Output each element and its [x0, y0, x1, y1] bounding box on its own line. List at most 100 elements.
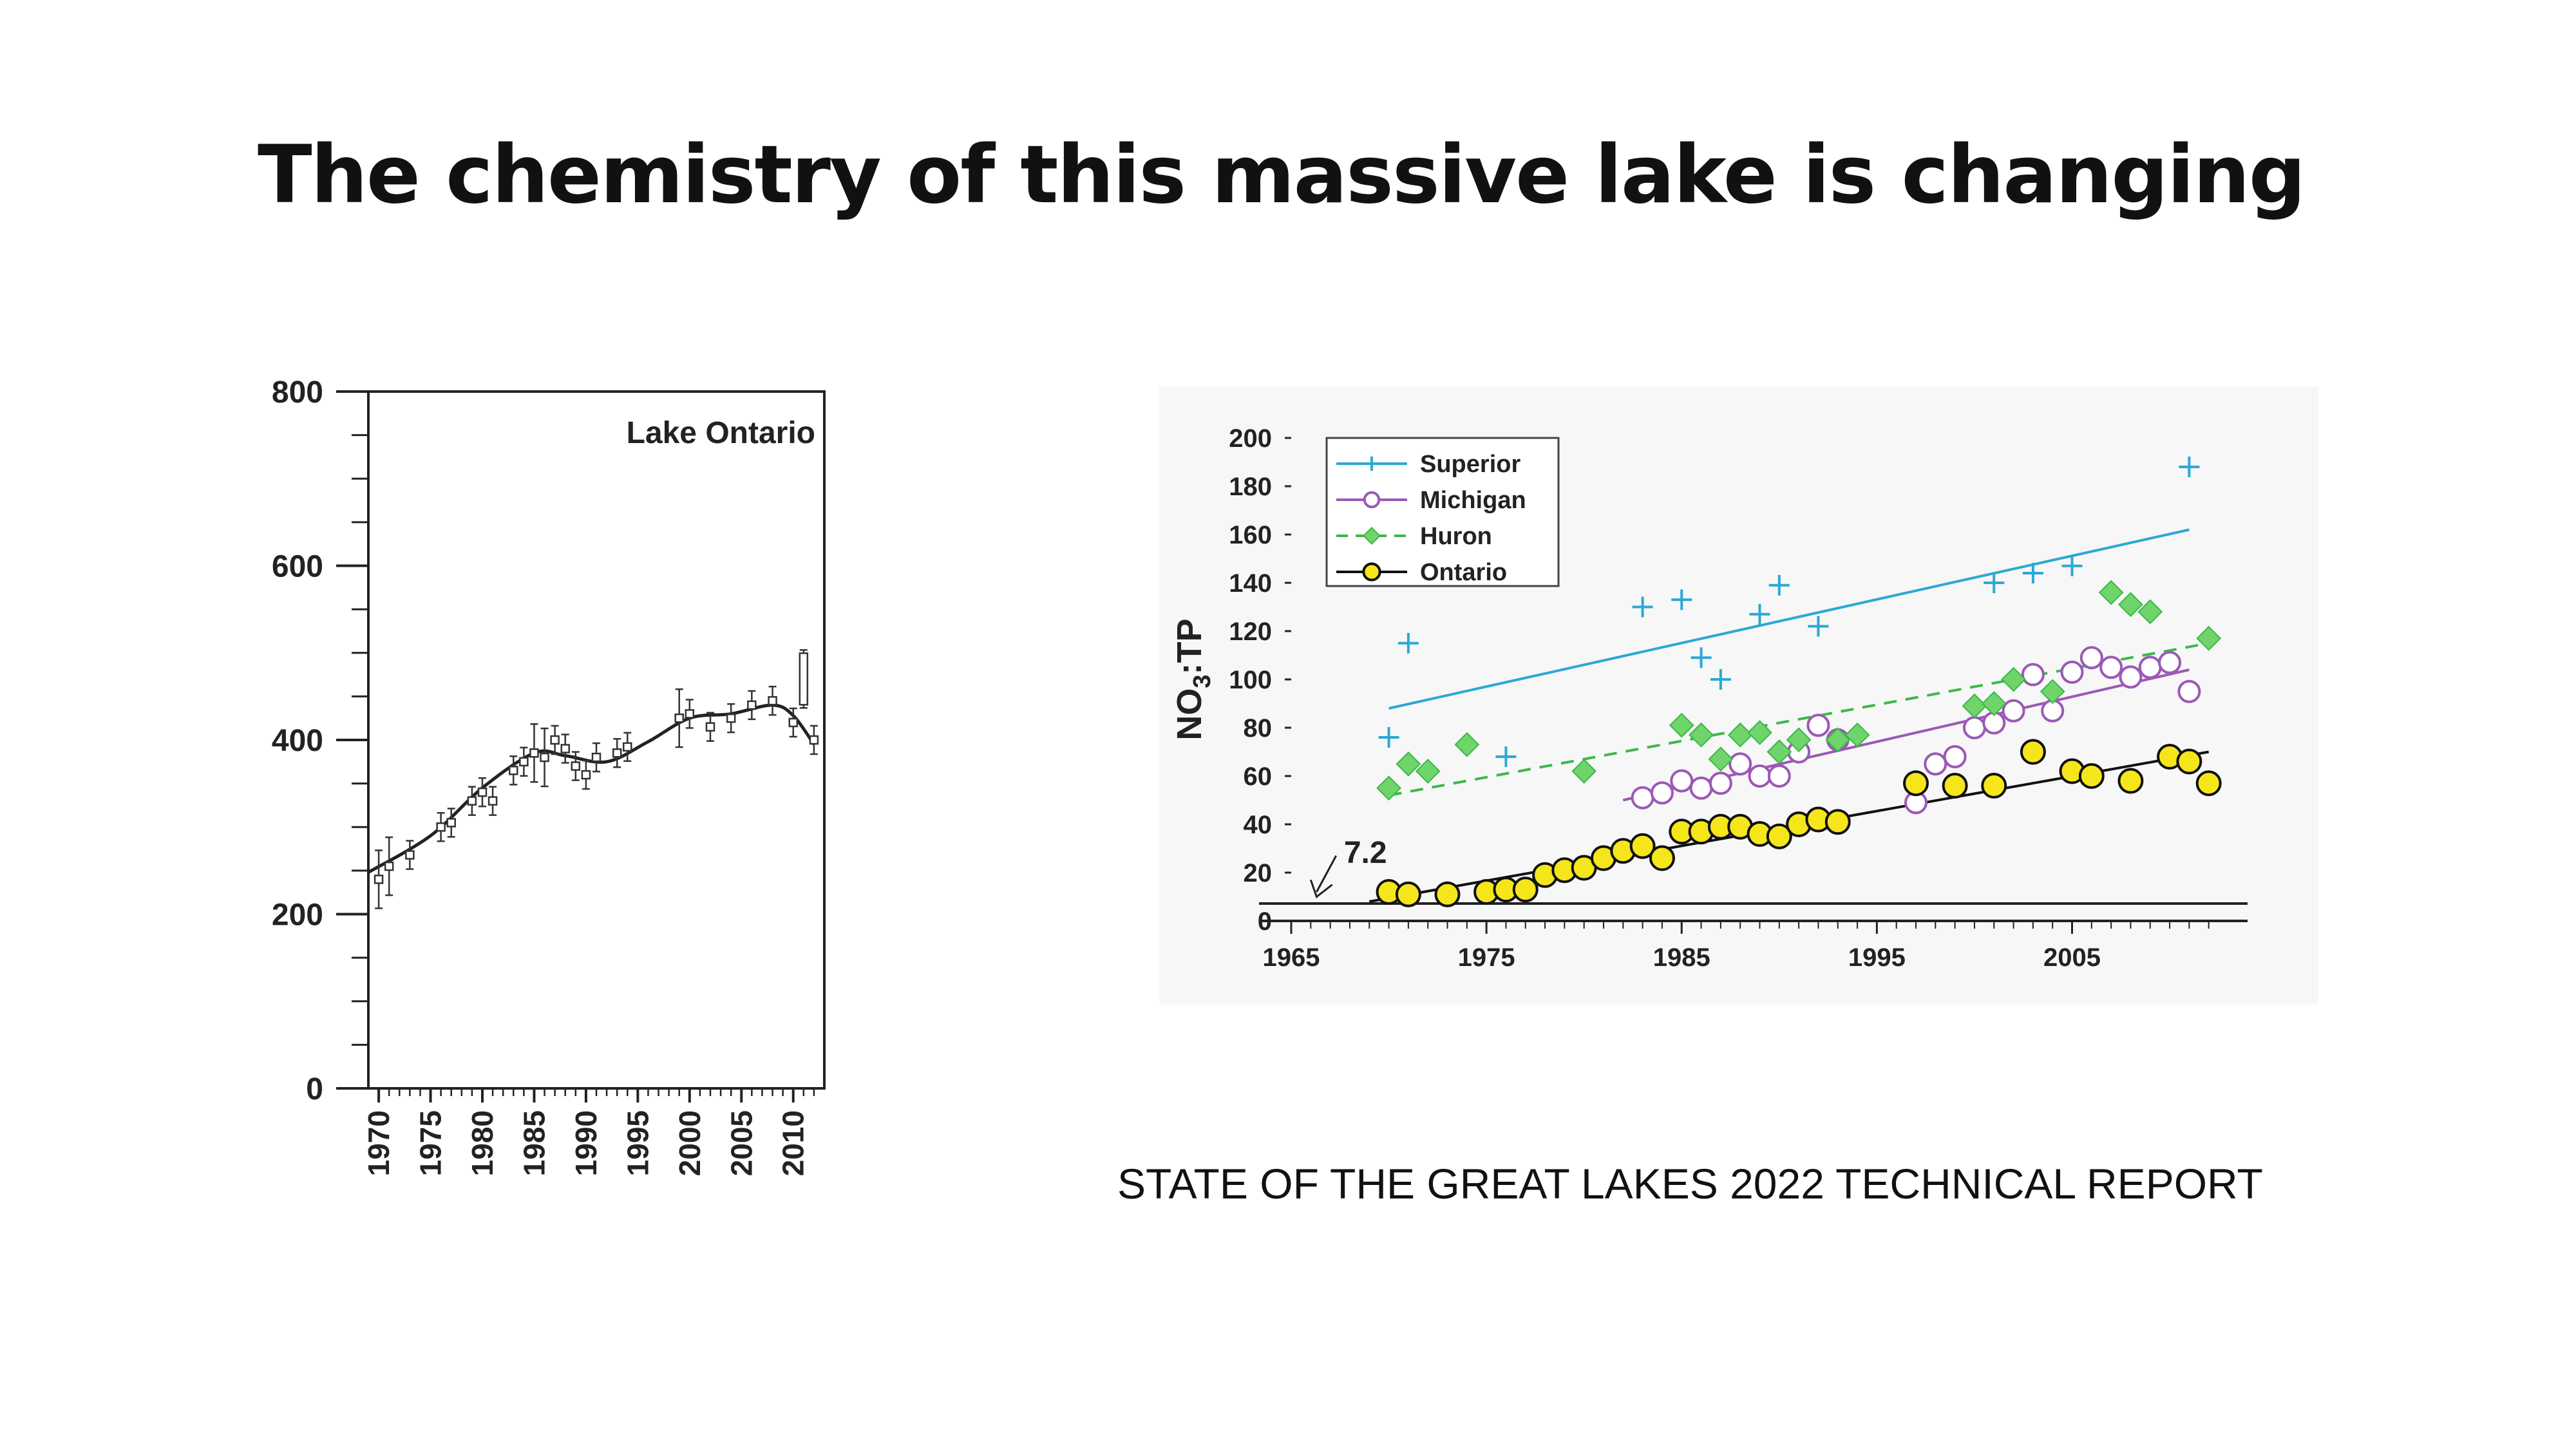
superior-point [1364, 456, 1379, 471]
data-point [591, 752, 601, 762]
huron-point [1669, 712, 1694, 738]
michigan-point [2158, 650, 2182, 674]
data-point [788, 717, 798, 728]
x-tick-label: 1965 [1263, 943, 1320, 972]
data-point [384, 861, 394, 871]
y-tick-label: 40 [1244, 811, 1273, 839]
michigan-point [1924, 752, 1947, 776]
data-point [509, 766, 518, 775]
huron-point [1376, 775, 1401, 801]
data-point [529, 748, 539, 758]
superior-point [1632, 596, 1653, 618]
michigan-point [1631, 786, 1654, 810]
huron-point [1766, 739, 1792, 764]
x-tick-label: 2005 [724, 1110, 758, 1176]
x-tick-label: 1985 [1653, 943, 1710, 972]
data-point [560, 744, 570, 753]
x-tick-label: 2010 [777, 1110, 810, 1176]
michigan-point [1689, 776, 1713, 800]
data-point [768, 696, 777, 706]
superior-point [2179, 457, 2200, 477]
huron-point [1454, 732, 1480, 757]
superior-point [1808, 616, 1829, 637]
ontario-point [1766, 823, 1792, 849]
michigan-point [2021, 663, 2045, 687]
y-tick-label: 20 [1244, 859, 1273, 887]
data-point [581, 770, 591, 780]
y-tick-label: 0 [306, 1072, 323, 1106]
huron-point [1844, 722, 1870, 748]
no3-tp-chart: 0204060801001201401601802001965197519851… [1159, 386, 2318, 1005]
michigan-point [2177, 679, 2201, 703]
data-point [726, 713, 736, 723]
superior-trend-line [1388, 528, 2190, 710]
huron-point [1362, 526, 1381, 545]
y-tick-label: 180 [1229, 473, 1272, 501]
ontario-point [2117, 768, 2144, 794]
ontario-point [2176, 748, 2202, 775]
michigan-point [1806, 714, 1830, 737]
ontario-point [1434, 881, 1461, 907]
ontario-point [1512, 876, 1539, 903]
ontario-point [2195, 770, 2222, 797]
data-point [374, 875, 384, 884]
x-tick-label: 1995 [1848, 943, 1906, 972]
data-point [467, 796, 477, 806]
superior-point [2061, 555, 2083, 576]
superior-point [2022, 563, 2043, 583]
y-tick-label: 100 [1229, 666, 1272, 694]
annotation-arrowhead [1309, 879, 1333, 898]
huron-point [2137, 599, 2163, 625]
data-point [540, 752, 549, 762]
y-tick-label: 400 [272, 724, 323, 758]
data-point [519, 757, 529, 767]
data-point [685, 709, 695, 719]
superior-point [1690, 647, 1712, 668]
data-point [477, 787, 488, 797]
michigan-point [2119, 665, 2143, 689]
x-tick-label: 2005 [2043, 943, 2101, 972]
data-point [623, 742, 632, 752]
x-tick-label: 2000 [673, 1110, 706, 1176]
y-tick-label: 120 [1229, 618, 1272, 646]
huron-point [1689, 722, 1714, 748]
huron-point [1571, 759, 1597, 784]
data-point [809, 735, 819, 745]
data-point [436, 822, 446, 832]
ontario-point [1362, 562, 1381, 582]
chart-title: Lake Ontario [627, 416, 815, 450]
michigan-point [2060, 660, 2084, 684]
michigan-point [1728, 752, 1752, 776]
superior-point [1397, 632, 1419, 654]
michigan-point [1650, 781, 1674, 805]
data-point [705, 722, 715, 732]
annotation-label: 7.2 [1344, 836, 1387, 870]
legend-label-michigan: Michigan [1420, 487, 1526, 514]
lake-ontario-chart: 0 200 400 600 800 1970 1975 1980 1985 1990 1995 200… [272, 375, 826, 1176]
legend-label-ontario: Ontario [1420, 559, 1507, 586]
superior-point [1710, 669, 1731, 690]
x-tick-label: 1970 [362, 1110, 395, 1176]
michigan-point [2099, 656, 2123, 679]
x-tick-label: 1975 [414, 1110, 448, 1176]
huron-point [2196, 625, 2222, 651]
data-point [550, 735, 560, 745]
y-tick-label: 80 [1244, 714, 1273, 743]
michigan-point [2002, 699, 2025, 723]
x-tick-label: 1985 [517, 1110, 551, 1176]
y-axis-title: NO3:TP [1170, 618, 1216, 740]
data-point [405, 850, 415, 860]
ontario-point [2020, 739, 2046, 765]
ontario-point [1981, 773, 2007, 799]
data-point [571, 761, 581, 771]
michigan-point [1670, 769, 1694, 793]
data-point [446, 818, 456, 828]
ontario-point [1824, 809, 1851, 835]
data-point [674, 713, 684, 723]
data-point [488, 796, 498, 806]
superior-point [1749, 603, 1770, 625]
x-tick-label: 1990 [569, 1110, 603, 1176]
y-tick-label: 160 [1229, 521, 1272, 549]
slide-title: The chemistry of this massive lake is ch… [258, 129, 2306, 222]
y-tick-label: 200 [1229, 424, 1272, 453]
